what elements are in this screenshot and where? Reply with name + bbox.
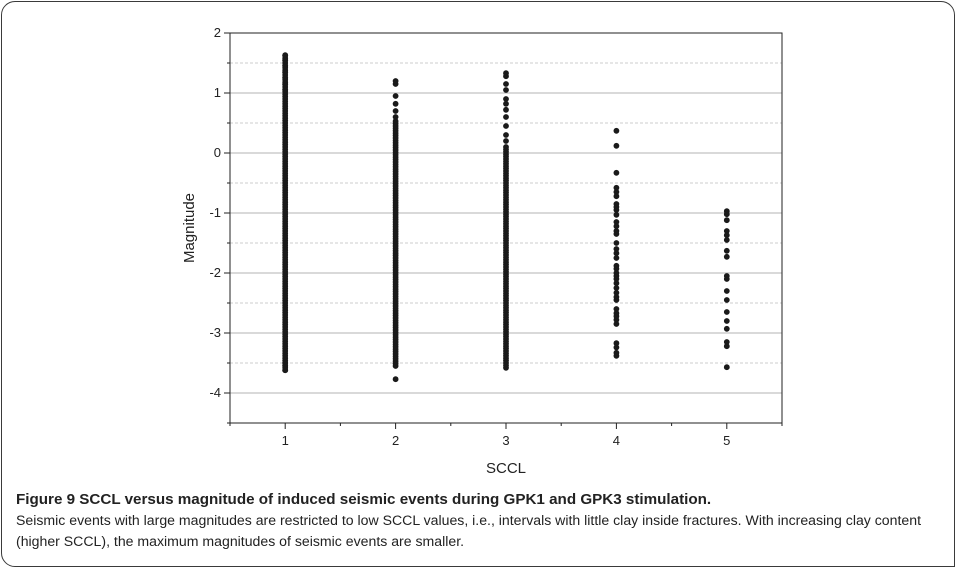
data-point: [723, 288, 730, 294]
data-point: [613, 184, 620, 191]
data-point: [723, 343, 730, 350]
data-point: [613, 189, 620, 195]
data-point: [723, 232, 730, 239]
data-point: [723, 276, 730, 282]
axis-labels: -4 -3 -2 -1 0 1 2 1 2 3 4 5 SCCL Magnitude: [181, 25, 730, 477]
data-point: [613, 211, 620, 218]
x-tick-label: 2: [392, 433, 399, 448]
data-point: [613, 321, 620, 327]
data-point: [613, 223, 620, 230]
data-point: [282, 63, 289, 69]
data-point: [613, 207, 620, 213]
data-point: [392, 118, 399, 125]
y-tick-label: -1: [209, 205, 221, 220]
data-point: [392, 78, 399, 84]
data-point: [613, 250, 620, 257]
y-tick-label: 2: [214, 25, 221, 40]
figure-caption: Figure 9 SCCL versus magnitude of induce…: [16, 489, 946, 552]
data-point: [503, 114, 509, 120]
y-tick-label: 0: [214, 145, 221, 160]
caption-title: Figure 9 SCCL versus magnitude of induce…: [16, 491, 712, 508]
data-point: [613, 193, 620, 200]
y-tick-label: -4: [209, 385, 221, 400]
data-point: [503, 132, 509, 138]
data-point: [503, 144, 509, 150]
data-point: [503, 70, 509, 77]
y-tick-label: -3: [209, 325, 221, 340]
data-point: [503, 106, 509, 113]
data-point: [503, 96, 509, 102]
x-axis-title: SCCL: [486, 460, 526, 477]
data-point: [613, 289, 620, 296]
data-point: [723, 297, 730, 303]
data-point: [613, 265, 620, 272]
data-points: [282, 52, 730, 383]
data-point: [282, 87, 289, 93]
data-point: [723, 339, 730, 345]
data-point: [723, 364, 730, 371]
data-point: [282, 52, 289, 59]
data-point: [282, 81, 289, 87]
x-tick-label: 4: [613, 433, 620, 448]
x-tick-label: 3: [502, 433, 509, 448]
data-point: [503, 100, 509, 107]
data-point: [282, 57, 289, 63]
data-point: [392, 93, 399, 99]
data-point: [613, 276, 620, 282]
data-point: [613, 127, 620, 134]
data-point: [613, 240, 620, 246]
data-point: [392, 100, 399, 107]
data-point: [723, 325, 730, 332]
data-point: [282, 69, 289, 75]
data-point: [613, 340, 620, 347]
data-point: [723, 247, 730, 254]
data-point: [613, 219, 620, 225]
data-point: [723, 309, 730, 315]
data-point: [613, 231, 620, 237]
data-point: [613, 352, 620, 359]
data-point: [613, 169, 620, 176]
data-point: [613, 344, 620, 351]
data-point: [503, 81, 509, 87]
data-point: [392, 114, 399, 120]
x-tick-label: 5: [723, 433, 730, 448]
data-point: [613, 255, 620, 261]
data-point: [723, 237, 730, 243]
y-tick-label: 1: [214, 85, 221, 100]
data-point: [613, 306, 620, 312]
data-point: [392, 376, 399, 383]
data-point: [723, 217, 730, 224]
axes: [224, 32, 783, 429]
data-point: [392, 108, 399, 114]
data-point: [282, 367, 289, 374]
data-point: [723, 318, 730, 324]
data-point: [613, 280, 620, 287]
x-tick-label: 1: [282, 433, 289, 448]
y-axis-title: Magnitude: [181, 193, 198, 263]
data-point: [503, 123, 509, 129]
data-point: [282, 360, 289, 366]
data-point: [503, 87, 509, 93]
data-point: [503, 138, 509, 144]
caption-body: Seismic events with large magnitudes are…: [16, 512, 921, 549]
data-point: [723, 228, 730, 234]
data-point: [613, 285, 620, 291]
scatter-chart: -4 -3 -2 -1 0 1 2 1 2 3 4 5 SCCL Magnitude: [181, 25, 783, 477]
data-point: [613, 142, 620, 149]
y-tick-label: -2: [209, 265, 221, 280]
data-point: [723, 211, 730, 218]
data-point: [282, 75, 289, 81]
data-point: [723, 253, 730, 260]
data-point: [613, 297, 620, 303]
data-point: [613, 316, 620, 323]
data-point: [613, 246, 620, 252]
